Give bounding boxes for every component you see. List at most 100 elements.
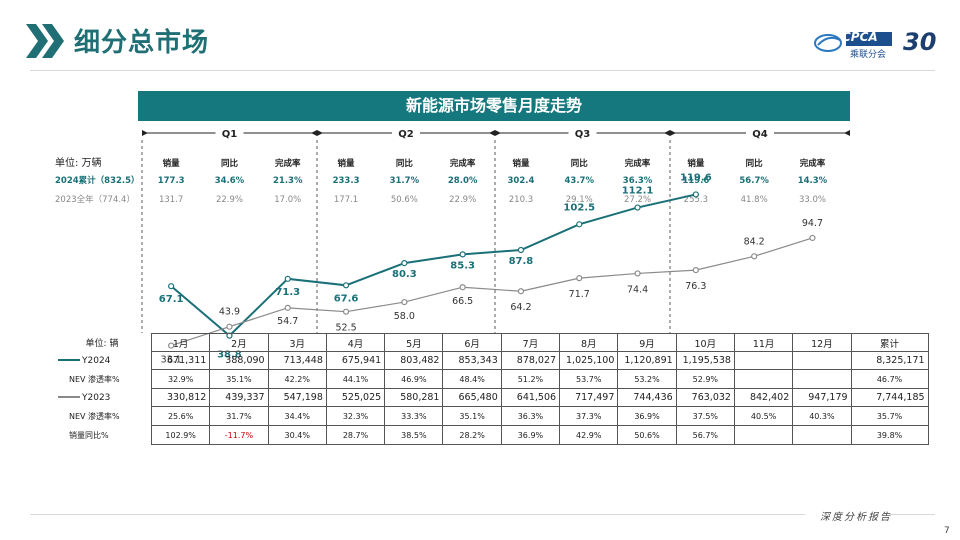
summary-col-header: 销量 — [512, 158, 530, 169]
table-cell: 36.3% — [500, 406, 561, 426]
table-cell: 53.7% — [559, 369, 619, 389]
summary-cell: 56.7% — [739, 176, 769, 186]
table-total-cell: 35.7% — [850, 406, 929, 426]
table-cell: 37.3% — [559, 406, 619, 426]
table-cell: 40.3% — [792, 406, 852, 426]
table-month-header: 4月 — [325, 333, 386, 352]
data-label-Y2024: 80.3 — [392, 269, 417, 280]
table-cell: 1,195,538 — [675, 351, 735, 370]
quarter-label: Q4 — [752, 129, 768, 140]
bracket-arrow-icon — [489, 130, 495, 136]
quarter-label-bg — [392, 126, 420, 140]
table-row: Y2023 330,812 439,337 547,198 525,025 580,281… — [53, 388, 929, 407]
table-cell: 763,032 — [675, 388, 735, 407]
table-month-header: 2月 — [209, 333, 269, 352]
table-cell: 1,120,891 — [617, 351, 677, 370]
summary-cell: 33.0% — [799, 195, 826, 205]
data-label-Y2023: 64.2 — [510, 302, 531, 313]
table-month-header: 1月 — [150, 333, 211, 352]
table-cell: 330,812 — [150, 388, 211, 407]
logo-text: CPCA — [842, 30, 878, 44]
data-point-Y2024 — [401, 260, 408, 267]
summary-row-label: 2024累计（832.5） — [55, 175, 140, 186]
data-label-Y2024: 87.8 — [509, 256, 534, 267]
monthly-sales-table: 单位: 辆 1月 2月 3月 4月 5月 6月 7月 8月 9月 10月 11月 12月 累计 Y202… — [53, 333, 929, 445]
summary-cell: 177.1 — [334, 195, 358, 205]
footer-text: 深度分析报告 — [820, 512, 892, 523]
bracket-arrow-icon — [670, 130, 676, 136]
table-cell — [733, 369, 794, 389]
data-point-Y2024 — [168, 283, 175, 290]
table-total-cell: 8,325,171 — [850, 351, 929, 370]
table-cell: 28.7% — [325, 425, 386, 445]
table-unit-label: 单位: 辆 — [85, 339, 119, 349]
table-month-header: 5月 — [384, 333, 444, 352]
table-cell: 31.7% — [209, 406, 269, 426]
table-cell: 33.3% — [384, 406, 444, 426]
data-point-Y2023 — [226, 323, 233, 330]
table-cell: 48.4% — [442, 369, 502, 389]
summary-col-header: 完成率 — [625, 158, 651, 169]
table-cell: 50.6% — [617, 425, 677, 445]
table-cell: -11.7% — [209, 425, 269, 445]
table-cell: 30.4% — [267, 425, 327, 445]
table-cell: 36.9% — [617, 406, 677, 426]
table-cell — [792, 369, 852, 389]
page-title: 细分总市场 — [74, 28, 210, 58]
table-cell: 717,497 — [559, 388, 619, 407]
summary-col-header: 同比 — [396, 158, 414, 169]
data-point-Y2023 — [809, 234, 816, 242]
summary-cell: 29.1% — [566, 195, 593, 205]
table-cell: 842,402 — [733, 388, 794, 407]
table-month-header: 7月 — [500, 333, 561, 352]
data-point-Y2023 — [692, 266, 699, 274]
table-row: NEV 渗透率% 25.6% 31.7% 34.4% 32.3% 33.3% 35.1% 36… — [53, 406, 929, 426]
summary-unit-label: 单位: 万辆 — [55, 156, 102, 169]
bracket-arrow-icon — [311, 130, 317, 136]
summary-col-header: 完成率 — [800, 158, 826, 169]
data-label-Y2023: 52.5 — [335, 323, 356, 334]
table-cell: 439,337 — [209, 388, 269, 407]
table-month-header: 9月 — [617, 333, 677, 352]
quarter-label-bg — [568, 126, 597, 140]
row-label-text: Y2023 — [82, 392, 111, 403]
data-point-Y2024 — [342, 282, 350, 289]
data-point-Y2023 — [401, 298, 408, 306]
summary-cell: 119.6 — [682, 176, 709, 186]
table-cell: 803,482 — [384, 351, 444, 370]
table-cell: 580,281 — [384, 388, 444, 407]
summary-cell: 28.0% — [448, 176, 478, 186]
table-row: NEV 渗透率% 32.9% 35.1% 42.2% 44.1% 46.9% 48.4% 51… — [53, 369, 929, 389]
table-cell: 671,311 — [150, 351, 211, 370]
data-point-Y2024 — [459, 251, 466, 258]
row-label-text: 销量同比% — [69, 430, 109, 440]
table-total-cell: 7,744,185 — [850, 388, 929, 407]
summary-col-header: 完成率 — [450, 158, 476, 169]
row-label-text: NEV 渗透率% — [69, 374, 120, 384]
data-label-Y2024: 102.5 — [563, 202, 595, 213]
data-point-Y2023 — [634, 270, 641, 277]
table-cell: 102.9% — [150, 425, 211, 445]
table-cell: 42.2% — [267, 369, 327, 389]
data-point-Y2024 — [576, 221, 583, 228]
summary-cell: 210.3 — [509, 195, 533, 205]
table-cell: 34.4% — [267, 406, 327, 426]
table-cell — [733, 351, 794, 370]
table-cell: 25.6% — [150, 406, 211, 426]
table-month-header: 8月 — [559, 333, 619, 352]
summary-row-label: 2023全年（774.4） — [55, 194, 135, 205]
summary-cell: 14.3% — [798, 176, 828, 186]
summary-cell: 34.6% — [215, 176, 245, 186]
table-cell: 46.9% — [384, 369, 444, 389]
data-point-Y2023 — [576, 275, 583, 282]
table-row-label: NEV 渗透率% — [53, 407, 152, 426]
data-point-Y2023 — [751, 253, 758, 260]
data-label-Y2024: 67.1 — [159, 294, 184, 305]
cpca-logo-icon — [814, 32, 892, 52]
summary-cell: 43.7% — [565, 176, 595, 186]
data-label-Y2023: 76.3 — [685, 281, 706, 292]
summary-cell: 17.0% — [274, 195, 301, 205]
row-label-text: Y2024 — [82, 355, 111, 366]
data-point-Y2023 — [459, 284, 466, 291]
